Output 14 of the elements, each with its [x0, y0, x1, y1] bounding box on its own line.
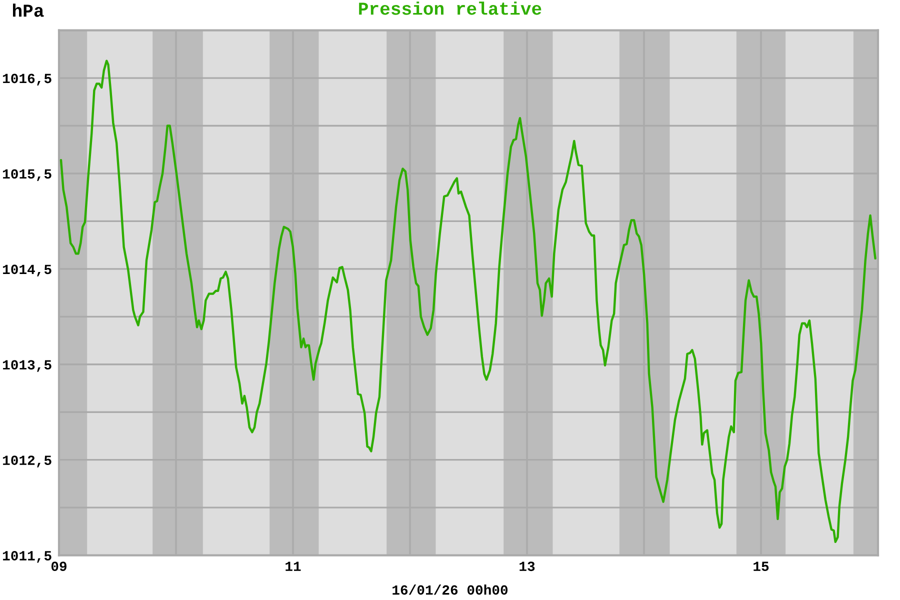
y-tick-label: 1014,5 — [2, 264, 52, 276]
x-tick-label: 11 — [286, 562, 301, 571]
y-tick-label: 1016,5 — [2, 74, 52, 86]
x-axis-title: 16/01/26 00h00 — [392, 584, 508, 595]
y-tick-label: 1013,5 — [2, 360, 52, 372]
x-tick-label: 09 — [51, 562, 66, 572]
line-series — [60, 60, 876, 544]
x-tick-label: 13 — [520, 562, 535, 572]
x-tick-label: 15 — [754, 562, 769, 572]
y-tick-label: 1015,5 — [2, 169, 52, 181]
chart-title: Pression relative — [359, 2, 542, 15]
y-tick-label: 1011,5 — [2, 551, 52, 563]
y-axis-title: hPa — [13, 4, 44, 17]
y-tick-label: 1012,5 — [2, 456, 52, 468]
